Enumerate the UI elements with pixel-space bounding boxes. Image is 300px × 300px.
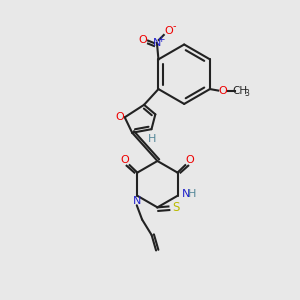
Text: +: + xyxy=(157,34,164,43)
Text: O: O xyxy=(115,112,124,122)
Text: O: O xyxy=(164,26,173,36)
Text: S: S xyxy=(172,202,179,214)
Text: 3: 3 xyxy=(244,89,249,98)
Text: O: O xyxy=(138,35,147,45)
Text: O: O xyxy=(218,85,227,96)
Text: -: - xyxy=(172,21,176,31)
Text: N: N xyxy=(153,38,161,48)
Text: H: H xyxy=(188,189,196,199)
Text: CH: CH xyxy=(232,85,247,96)
Text: N: N xyxy=(182,189,190,199)
Text: N: N xyxy=(133,196,141,206)
Text: H: H xyxy=(148,134,156,144)
Text: O: O xyxy=(121,155,129,165)
Text: O: O xyxy=(186,155,194,165)
